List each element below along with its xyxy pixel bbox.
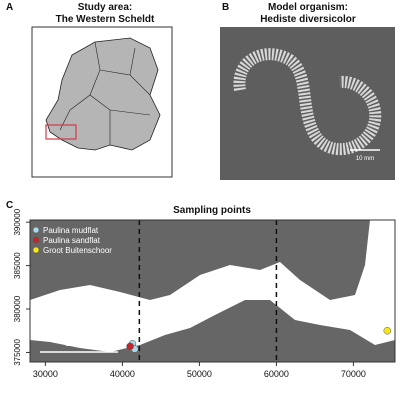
y-tick-label: 380000 xyxy=(13,295,22,322)
panel-letter: A xyxy=(6,2,13,13)
panel-title: Sampling points xyxy=(173,205,251,216)
worm xyxy=(233,48,382,156)
x-tick-label: 30000 xyxy=(33,369,58,379)
y-tick-label: 390000 xyxy=(13,208,22,235)
estuary xyxy=(30,220,395,352)
legend-marker xyxy=(32,236,40,244)
x-tick-label: 40000 xyxy=(110,369,135,379)
study-area-box xyxy=(45,124,77,140)
plot xyxy=(126,220,392,362)
panel-title: Model organism: xyxy=(268,2,348,13)
scale-label: 10 mm xyxy=(356,156,374,162)
panel-title: Study area: xyxy=(78,2,132,13)
province-borders xyxy=(59,41,151,145)
panel-title: Hediste diversicolor xyxy=(260,14,356,25)
y-tick-label: 375000 xyxy=(13,339,22,366)
legend-label: Paulina sandflat xyxy=(43,236,101,245)
legend-label: Paulina mudflat xyxy=(43,226,99,235)
panel-letter: C xyxy=(6,200,13,211)
legend-label: Groot Buitenschoor xyxy=(43,246,112,255)
x-tick-label: 50000 xyxy=(187,369,212,379)
plot-frame xyxy=(29,219,396,363)
scale-label: 10 km xyxy=(65,338,92,349)
legend-marker xyxy=(32,246,40,254)
y-tick-label: 385000 xyxy=(13,252,22,279)
sampling-point xyxy=(126,342,134,351)
x-tick-label: 60000 xyxy=(264,369,289,379)
x-tick-label: 70000 xyxy=(341,369,366,379)
legend-marker xyxy=(32,226,40,234)
panel-title: The Western Scheldt xyxy=(56,14,155,25)
panel-letter: B xyxy=(222,2,229,13)
sampling-point xyxy=(383,326,392,335)
